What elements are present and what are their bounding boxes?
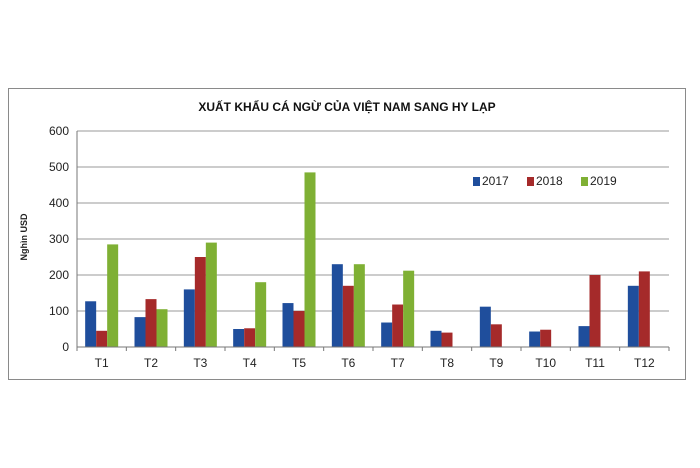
y-tick-label: 0 — [62, 340, 69, 354]
x-tick-label: T1 — [95, 356, 109, 370]
bar-2017-T9 — [479, 306, 491, 347]
bar-2017-T3 — [183, 289, 195, 347]
x-tick-label: T4 — [243, 356, 257, 370]
bar-2019-T1 — [107, 244, 119, 347]
bar-2018-T5 — [293, 311, 305, 347]
bar-2017-T11 — [578, 326, 590, 347]
bar-2018-T3 — [194, 257, 206, 347]
bar-chart: XUẤT KHẨU CÁ NGỪ CỦA VIỆT NAM SANG HY LẠ… — [19, 99, 670, 370]
bar-2019-T2 — [156, 309, 168, 347]
axes: 0 100 200 300 400 500 600 T1 T2 T3 T4 T5 T6 T7 T8 T9 T10… — [49, 124, 670, 370]
y-tick-label: 600 — [49, 124, 69, 138]
bar-2019-T6 — [353, 264, 365, 347]
bar-2018-T6 — [342, 285, 354, 347]
bar-2018-T9 — [490, 324, 502, 347]
bar-2017-T7 — [381, 322, 393, 347]
x-tick-label: T12 — [634, 356, 655, 370]
bar-2017-T6 — [331, 264, 343, 347]
bar-2017-T5 — [282, 303, 294, 347]
y-tick-label: 200 — [49, 268, 69, 282]
bar-2018-T10 — [540, 329, 552, 347]
bar-2019-T3 — [205, 242, 217, 347]
bar-2018-T12 — [638, 271, 650, 347]
legend-swatch-2019 — [581, 177, 588, 186]
x-tick-label: T10 — [535, 356, 556, 370]
bar-2017-T4 — [233, 329, 245, 347]
bar-2018-T4 — [244, 328, 256, 347]
bar-2018-T8 — [441, 332, 453, 347]
bar-2017-T12 — [627, 285, 639, 347]
legend-swatch-2017 — [473, 177, 480, 186]
legend-label-2017: 2017 — [482, 174, 509, 188]
x-tick-label: T3 — [193, 356, 207, 370]
legend: 2017 2018 2019 — [473, 174, 617, 188]
y-axis-label: Nghìn USD — [19, 213, 29, 260]
x-tick-label: T9 — [489, 356, 503, 370]
bar-2017-T2 — [134, 317, 146, 347]
legend-swatch-2018 — [527, 177, 534, 186]
y-tick-label: 300 — [49, 232, 69, 246]
x-tick-label: T7 — [391, 356, 405, 370]
x-tick-label: T2 — [144, 356, 158, 370]
bar-2019-T7 — [403, 270, 415, 347]
legend-label-2018: 2018 — [536, 174, 563, 188]
bar-2018-T11 — [589, 275, 601, 347]
bar-2018-T7 — [392, 304, 404, 347]
bar-2017-T1 — [85, 301, 97, 347]
bar-2017-T8 — [430, 330, 442, 347]
bar-2019-T5 — [304, 172, 316, 347]
x-tick-label: T5 — [292, 356, 306, 370]
y-tick-label: 500 — [49, 160, 69, 174]
y-tick-label: 100 — [49, 304, 69, 318]
x-tick-label: T11 — [585, 356, 605, 370]
x-tick-label: T8 — [440, 356, 454, 370]
y-tick-label: 400 — [49, 196, 69, 210]
bar-2018-T1 — [96, 330, 108, 347]
chart-frame: XUẤT KHẨU CÁ NGỪ CỦA VIỆT NAM SANG HY LẠ… — [8, 88, 686, 380]
legend-label-2019: 2019 — [590, 174, 617, 188]
bar-2017-T10 — [529, 331, 541, 347]
bars — [85, 172, 650, 347]
bar-2018-T2 — [145, 299, 157, 347]
x-tick-label: T6 — [341, 356, 355, 370]
chart-title: XUẤT KHẨU CÁ NGỪ CỦA VIỆT NAM SANG HY LẠ… — [198, 99, 495, 114]
bar-2019-T4 — [255, 282, 267, 347]
gridlines — [77, 130, 669, 348]
